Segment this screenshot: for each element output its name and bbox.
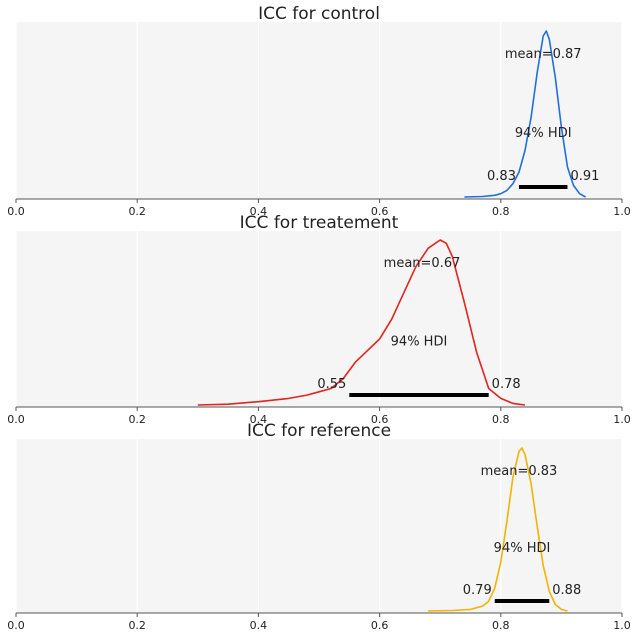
chart-title: ICC for treatement [240,213,399,233]
x-tick-label: 0.2 [128,413,146,426]
mean-label: mean=0.83 [481,464,558,479]
x-tick-label: 0.8 [492,205,510,218]
hdi-caption: 94% HDI [494,541,551,556]
density-curve [428,447,568,612]
hdi-caption: 94% HDI [391,334,448,349]
chart-title: ICC for reference [247,421,391,441]
hdi-upper-label: 0.91 [570,169,599,184]
x-tick-label: 0.6 [371,413,389,426]
hdi-lower-label: 0.83 [487,169,516,184]
x-tick-label: 1.0 [613,205,631,218]
density-curve [464,30,586,198]
x-tick-label: 0.6 [371,205,389,218]
x-tick-label: 0.0 [7,413,25,426]
x-tick-label: 1.0 [613,413,631,426]
hdi-upper-label: 0.88 [552,583,581,598]
x-tick-label: 0.8 [492,413,510,426]
x-tick-label: 0.6 [371,619,389,632]
hdi-upper-label: 0.78 [492,377,521,392]
x-tick-label: 0.4 [250,205,268,218]
x-tick-label: 0.8 [492,619,510,632]
chart-title: ICC for control [258,4,380,24]
x-tick-label: 0.4 [250,413,268,426]
plot-background [16,231,622,407]
x-tick-label: 0.0 [7,619,25,632]
mean-label: mean=0.87 [505,47,582,62]
x-tick-label: 1.0 [613,619,631,632]
hdi-lower-label: 0.55 [317,377,346,392]
hdi-lower-label: 0.79 [463,583,492,598]
mean-label: mean=0.67 [384,256,461,271]
plot-background [16,439,622,613]
density-curve [197,239,526,406]
x-tick-label: 0.4 [250,619,268,632]
hdi-caption: 94% HDI [515,126,572,141]
x-tick-label: 0.0 [7,205,25,218]
x-tick-label: 0.2 [128,205,146,218]
plot-background [16,22,622,199]
x-tick-label: 0.2 [128,619,146,632]
